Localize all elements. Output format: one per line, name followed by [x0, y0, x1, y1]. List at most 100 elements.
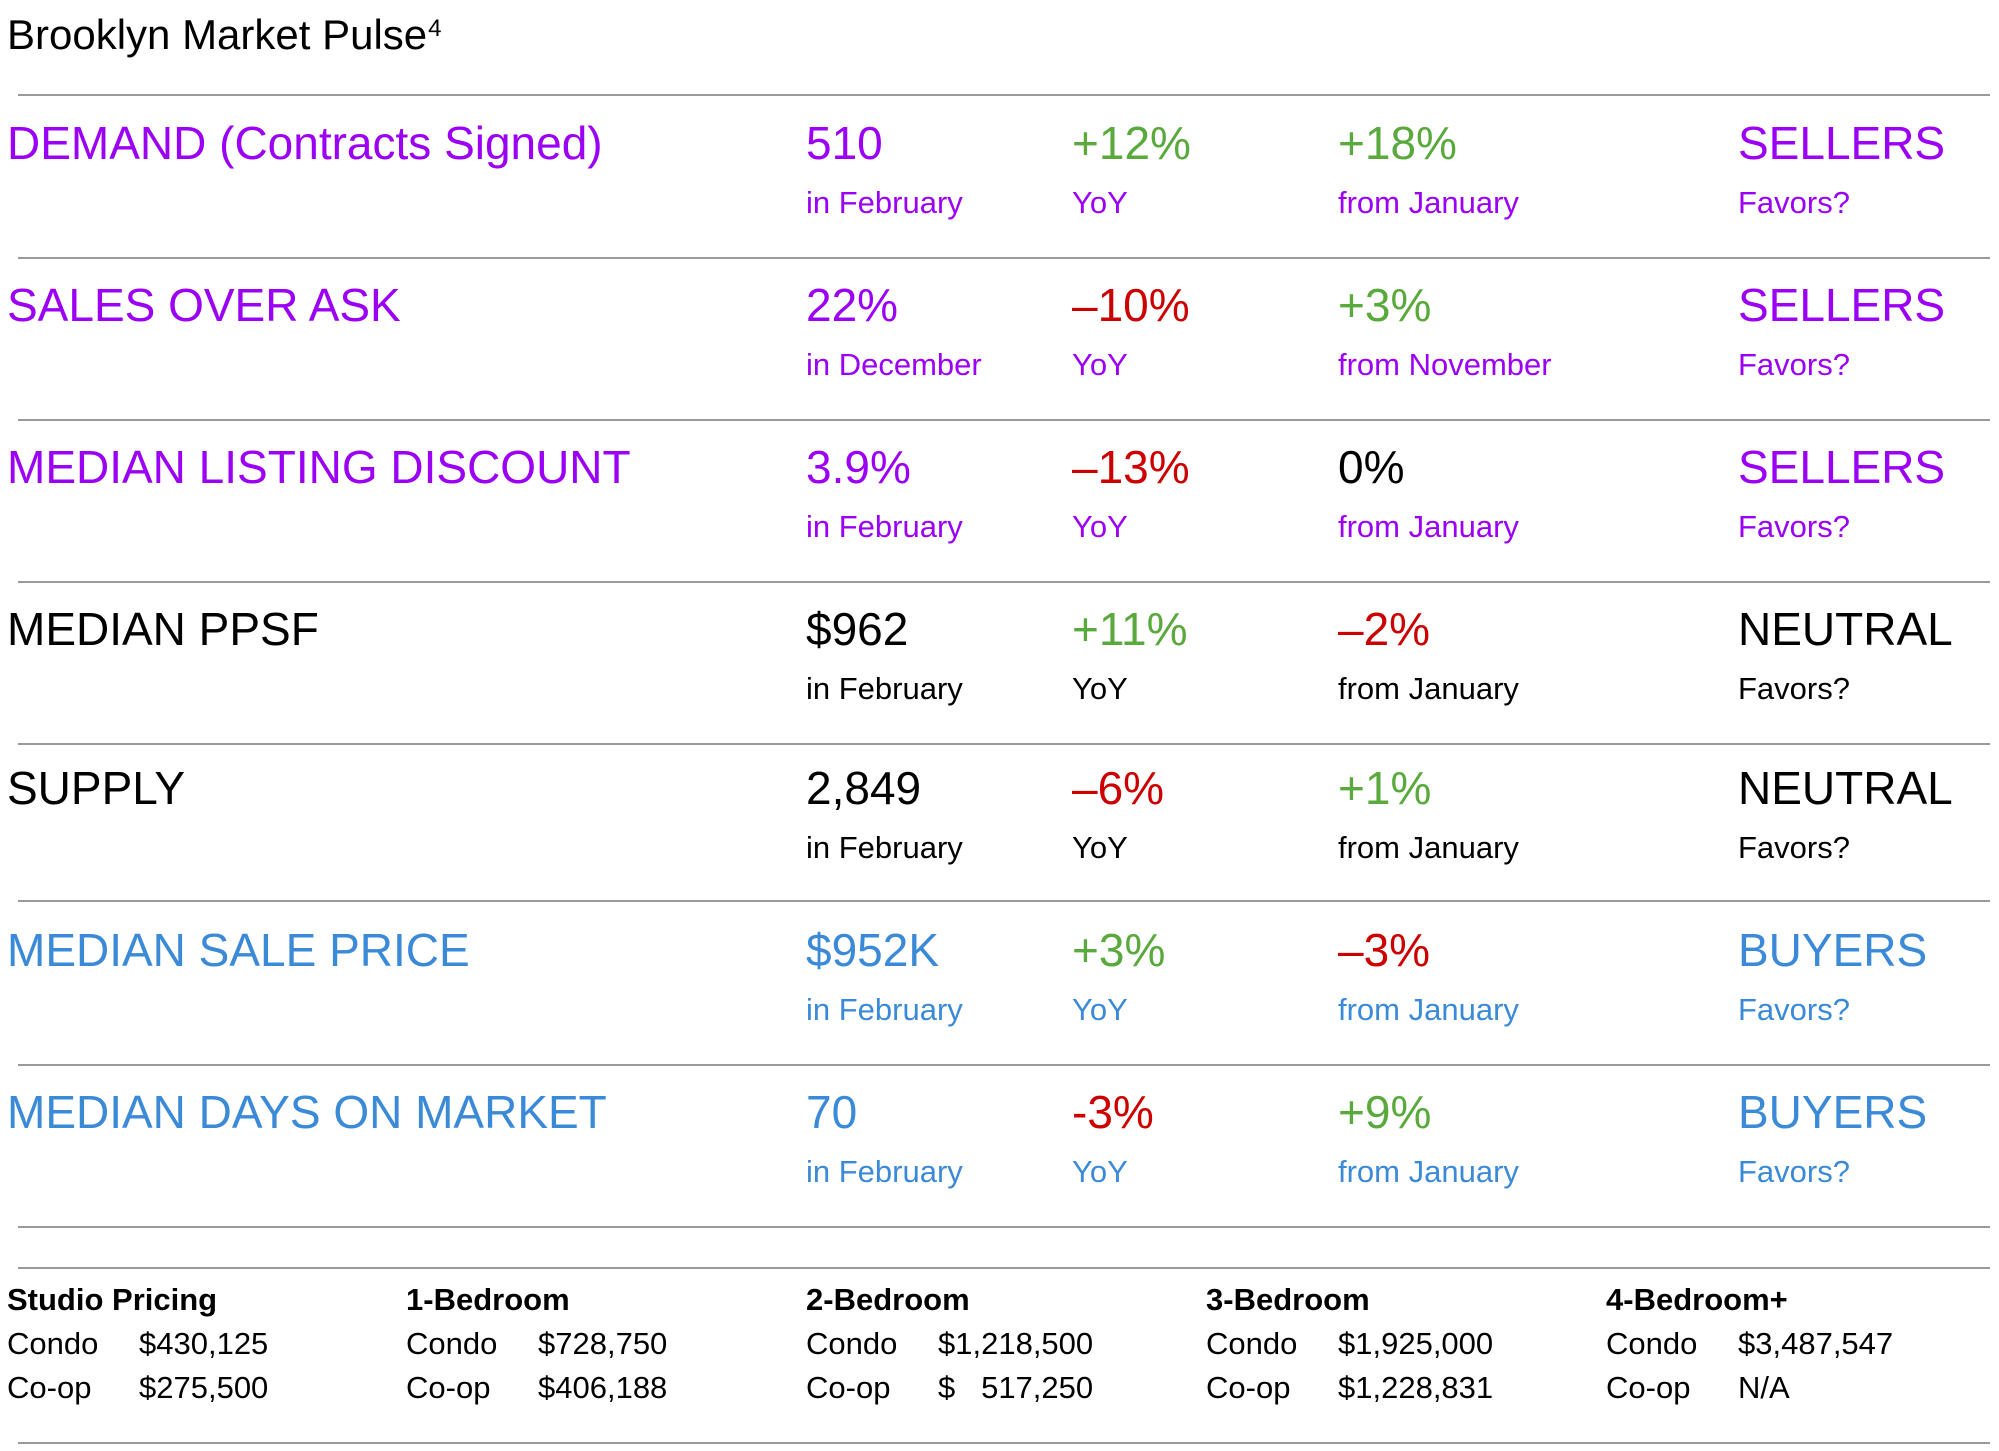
- metric-label: MEDIAN LISTING DISCOUNT: [7, 441, 631, 493]
- metric-mom: +9% from January: [1338, 1084, 1519, 1192]
- pricing-type-label: Co-op: [1206, 1370, 1291, 1405]
- metric-yoy: +12% YoY: [1072, 115, 1191, 223]
- pricing-type-label: Co-op: [806, 1370, 891, 1405]
- value-number: 3.9%: [806, 441, 911, 493]
- pricing-type-label: Co-op: [406, 1370, 491, 1405]
- value-period: in February: [806, 185, 963, 220]
- pricing-value: $1,228,831: [1338, 1370, 1494, 1405]
- divider: [18, 581, 1990, 583]
- metric-label: MEDIAN DAYS ON MARKET: [7, 1086, 607, 1138]
- pricing-value: $406,188: [538, 1370, 668, 1405]
- pricing-condo-line: Condo $1,218,500: [806, 1322, 1196, 1366]
- metric-row-supply: SUPPLY 2,849 in February –6% YoY +1% from J…: [0, 740, 1999, 902]
- favors-label: Favors?: [1738, 347, 1850, 382]
- value-number: 22%: [806, 279, 899, 331]
- divider: [18, 900, 1990, 902]
- pricing-heading: 4-Bedroom+: [1606, 1282, 1788, 1317]
- favors-label: Favors?: [1738, 1154, 1850, 1189]
- value-number: 2,849: [806, 762, 922, 814]
- pricing-value: $ 517,250: [938, 1370, 1094, 1405]
- pricing-value: $3,487,547: [1738, 1326, 1894, 1361]
- metric-value: $962 in February: [806, 601, 963, 709]
- pricing-heading: 3-Bedroom: [1206, 1282, 1370, 1317]
- mom-change: –2%: [1338, 603, 1431, 655]
- metric-value: 70 in February: [806, 1084, 963, 1192]
- pricing-section: Studio Pricing Condo $430,125 Co-op $275,5…: [0, 1278, 1999, 1428]
- divider: [18, 94, 1990, 96]
- metric-mom: +18% from January: [1338, 115, 1519, 223]
- yoy-change: –6%: [1072, 762, 1165, 814]
- metric-favors: BUYERS Favors?: [1738, 1084, 1927, 1192]
- metric-row-median-days-on-market: MEDIAN DAYS ON MARKET 70 in February -3% Y…: [0, 1064, 1999, 1226]
- metric-favors: SELLERS Favors?: [1738, 439, 1945, 547]
- metric-label: MEDIAN SALE PRICE: [7, 924, 470, 976]
- divider: [18, 1226, 1990, 1228]
- pricing-1-bedroom: 1-Bedroom Condo $728,750 Co-op $406,188: [406, 1278, 796, 1410]
- metric-label: SUPPLY: [7, 762, 186, 814]
- mom-change: –3%: [1338, 924, 1431, 976]
- pricing-type-label: Condo: [7, 1326, 99, 1361]
- yoy-label: YoY: [1072, 671, 1128, 706]
- pricing-condo-line: Condo $3,487,547: [1606, 1322, 1996, 1366]
- divider: [18, 743, 1990, 745]
- metric-label: DEMAND (Contracts Signed): [7, 117, 603, 169]
- yoy-change: +3%: [1072, 924, 1166, 976]
- pricing-heading: Studio Pricing: [7, 1282, 218, 1317]
- mom-change: +3%: [1338, 279, 1432, 331]
- mom-label: from January: [1338, 185, 1519, 220]
- metric-label: MEDIAN PPSF: [7, 603, 319, 655]
- metric-favors: NEUTRAL Favors?: [1738, 601, 1953, 709]
- metric-favors: BUYERS Favors?: [1738, 922, 1927, 1030]
- pricing-value: $430,125: [139, 1326, 269, 1361]
- favors-label: Favors?: [1738, 992, 1850, 1027]
- pricing-type-label: Condo: [406, 1326, 498, 1361]
- pricing-4-bedroom-plus: 4-Bedroom+ Condo $3,487,547 Co-op N/A: [1606, 1278, 1996, 1410]
- footnote-marker: 4: [428, 15, 442, 42]
- value-period: in February: [806, 509, 963, 544]
- mom-change: 0%: [1338, 441, 1405, 493]
- metric-mom: 0% from January: [1338, 439, 1519, 547]
- metric-yoy: –10% YoY: [1072, 277, 1190, 385]
- yoy-label: YoY: [1072, 992, 1128, 1027]
- favors-label: Favors?: [1738, 185, 1850, 220]
- yoy-label: YoY: [1072, 347, 1128, 382]
- metric-value: 3.9% in February: [806, 439, 963, 547]
- page-title: Brooklyn Market Pulse4: [7, 10, 442, 60]
- yoy-label: YoY: [1072, 1154, 1128, 1189]
- favors-value: SELLERS: [1738, 117, 1946, 169]
- metric-value: 2,849 in February: [806, 760, 963, 868]
- metric-yoy: –13% YoY: [1072, 439, 1190, 547]
- value-period: in February: [806, 830, 963, 865]
- favors-value: BUYERS: [1738, 924, 1928, 976]
- pricing-coop-line: Co-op $275,500: [7, 1366, 397, 1410]
- favors-value: NEUTRAL: [1738, 762, 1953, 814]
- pricing-2-bedroom: 2-Bedroom Condo $1,218,500 Co-op $ 517,250: [806, 1278, 1196, 1410]
- metric-yoy: +11% YoY: [1072, 601, 1188, 709]
- favors-value: NEUTRAL: [1738, 603, 1953, 655]
- mom-label: from November: [1338, 347, 1552, 382]
- value-number: 510: [806, 117, 883, 169]
- yoy-change: –13%: [1072, 441, 1190, 493]
- pricing-studio: Studio Pricing Condo $430,125 Co-op $275,5…: [7, 1278, 397, 1410]
- mom-change: +18%: [1338, 117, 1457, 169]
- metric-mom: +3% from November: [1338, 277, 1552, 385]
- divider: [18, 1442, 1990, 1444]
- metric-row-median-sale-price: MEDIAN SALE PRICE $952K in February +3% Yo…: [0, 902, 1999, 1064]
- metric-value: 22% in December: [806, 277, 982, 385]
- divider: [18, 1267, 1990, 1269]
- mom-label: from January: [1338, 830, 1519, 865]
- metric-label: SALES OVER ASK: [7, 279, 401, 331]
- pricing-3-bedroom: 3-Bedroom Condo $1,925,000 Co-op $1,228,83…: [1206, 1278, 1596, 1410]
- yoy-change: –10%: [1072, 279, 1190, 331]
- pricing-condo-line: Condo $430,125: [7, 1322, 397, 1366]
- metric-mom: +1% from January: [1338, 760, 1519, 868]
- pricing-heading: 2-Bedroom: [806, 1282, 970, 1317]
- pricing-heading: 1-Bedroom: [406, 1282, 570, 1317]
- metric-row-median-listing-discount: MEDIAN LISTING DISCOUNT 3.9% in February …: [0, 419, 1999, 581]
- mom-label: from January: [1338, 509, 1519, 544]
- value-period: in February: [806, 992, 963, 1027]
- metric-row-median-ppsf: MEDIAN PPSF $962 in February +11% YoY –2% f…: [0, 581, 1999, 743]
- metric-mom: –3% from January: [1338, 922, 1519, 1030]
- metric-favors: NEUTRAL Favors?: [1738, 760, 1953, 868]
- pricing-coop-line: Co-op N/A: [1606, 1366, 1996, 1410]
